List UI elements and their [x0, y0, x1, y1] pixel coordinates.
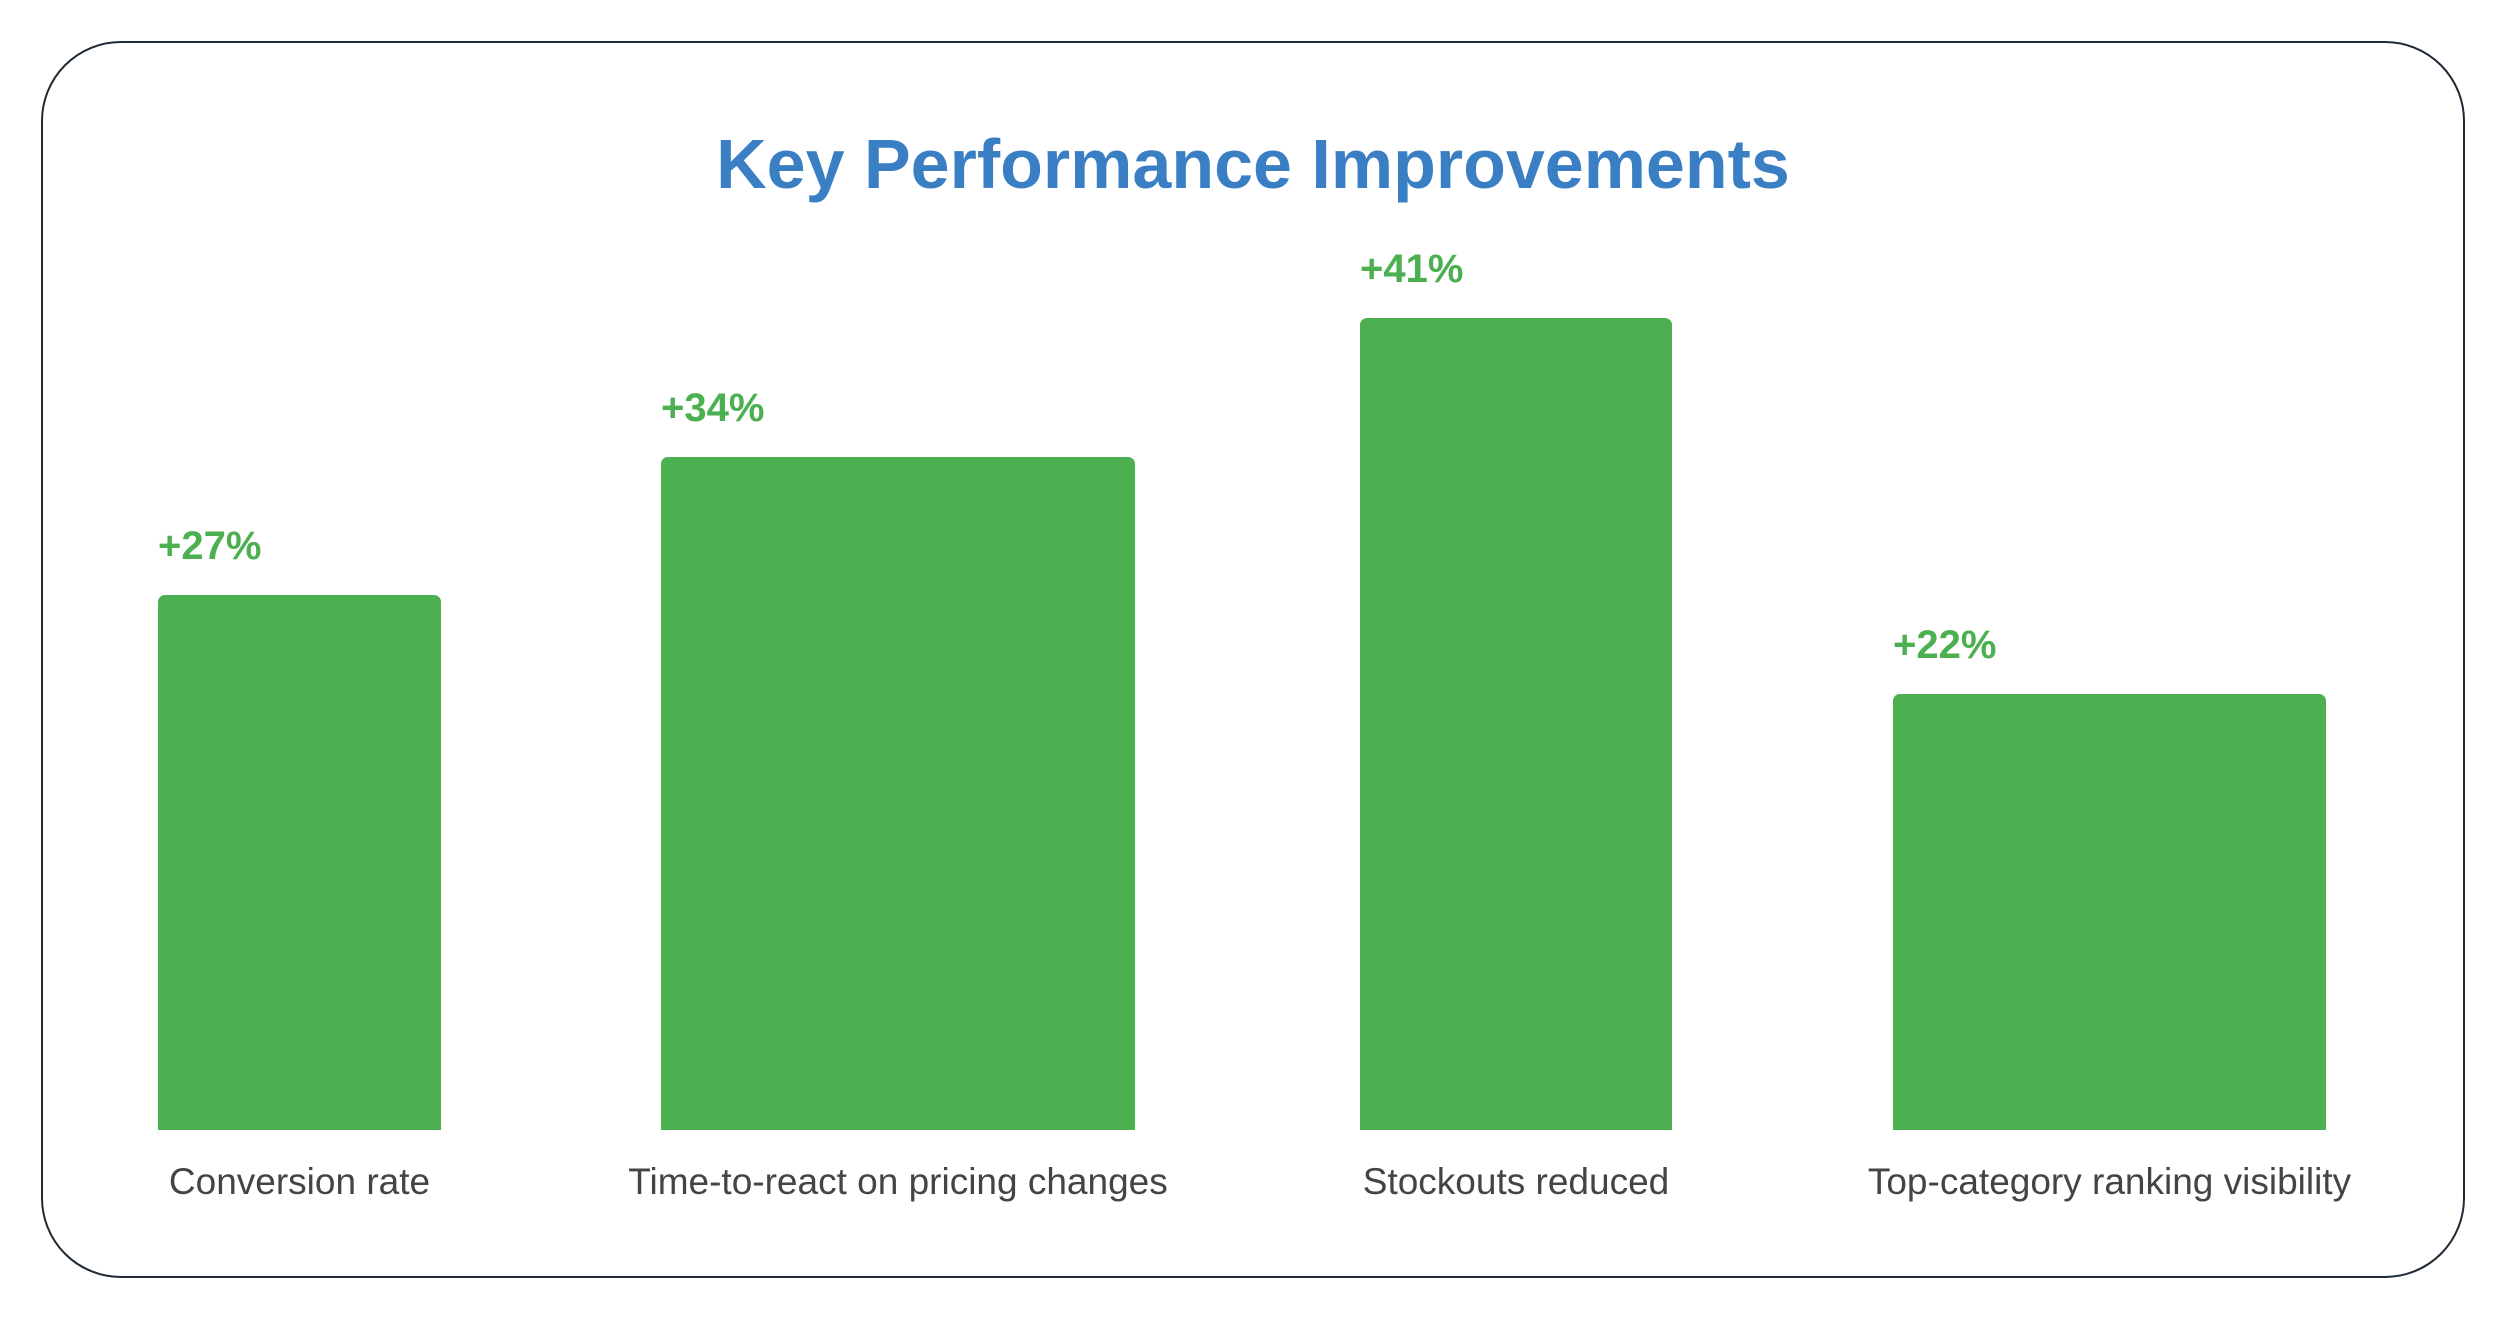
- chart-title: Key Performance Improvements: [716, 125, 1790, 203]
- category-label: Time-to-react on pricing changes: [628, 1161, 1168, 1202]
- value-label: +27%: [158, 524, 262, 568]
- bar-top-category-visibility: [1893, 694, 2326, 1130]
- category-label: Stockouts reduced: [1362, 1161, 1670, 1202]
- category-label: Conversion rate: [168, 1161, 431, 1202]
- chart-card: Key Performance Improvements +27% Conver…: [41, 41, 2465, 1278]
- bar-conversion-rate: [158, 595, 441, 1130]
- value-label: +41%: [1360, 247, 1464, 291]
- bar-plot-area: +27% Conversion rate +34% Time-to-react …: [43, 43, 2463, 1276]
- value-label: +34%: [661, 386, 765, 430]
- category-label: Top-category ranking visibility: [1867, 1161, 2352, 1202]
- value-label: +22%: [1893, 623, 1997, 667]
- bar-time-to-react: [661, 457, 1135, 1130]
- bar-stockouts-reduced: [1360, 318, 1672, 1130]
